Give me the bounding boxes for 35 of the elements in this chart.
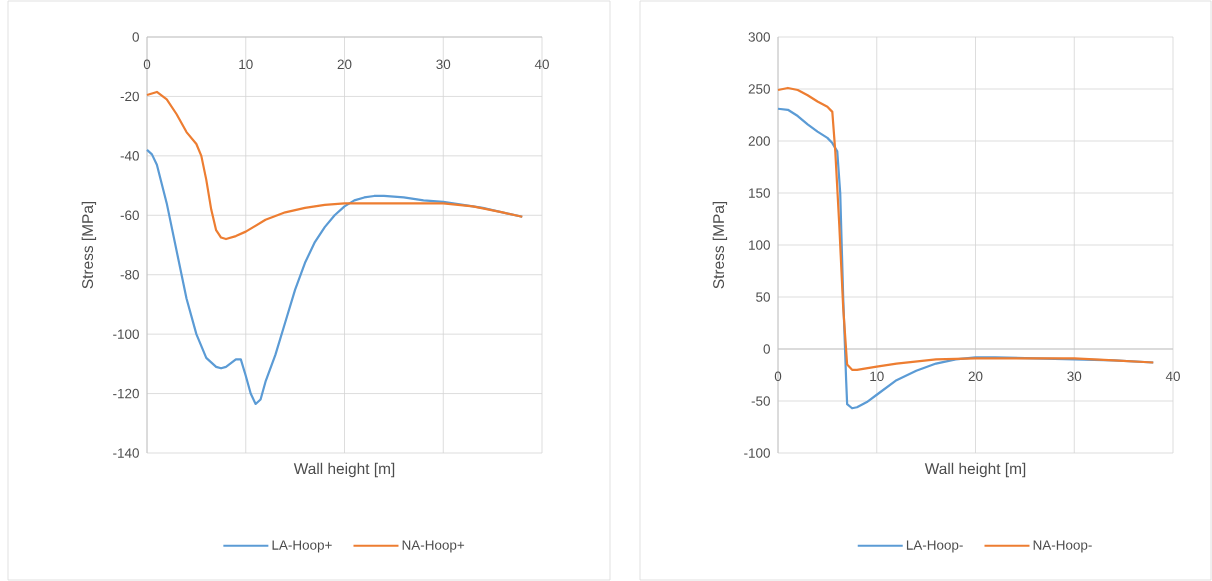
legend-label: LA-Hoop+ xyxy=(272,540,332,553)
x-axis-title: Wall height [m] xyxy=(924,462,1026,478)
x-tick-label: 20 xyxy=(968,371,983,382)
x-tick-label: 20 xyxy=(337,59,352,70)
legend-label: LA-Hoop- xyxy=(906,540,963,553)
y-tick-label: -50 xyxy=(751,396,770,406)
y-tick-label: 200 xyxy=(748,136,770,146)
x-axis-title: Wall height [m] xyxy=(293,462,395,478)
x-tick-label: 40 xyxy=(1165,371,1180,382)
x-tick-label: 10 xyxy=(870,371,884,382)
y-tick-label: 150 xyxy=(749,188,770,198)
legend-label: NA-Hoop+ xyxy=(402,540,465,553)
x-tick-label: 30 xyxy=(1067,371,1082,382)
x-tick-label: 40 xyxy=(534,59,549,70)
y-tick-label: 100 xyxy=(749,240,770,250)
y-tick-label: 300 xyxy=(748,32,770,42)
x-tick-label: 30 xyxy=(436,59,451,70)
y-tick-label: 0 xyxy=(763,344,770,354)
y-tick-label: -100 xyxy=(744,448,770,458)
y-tick-label: -140 xyxy=(113,448,139,458)
y-axis-title: Stress [MPa] xyxy=(712,201,728,289)
y-tick-label: -80 xyxy=(120,269,139,280)
x-tick-label: 10 xyxy=(239,59,253,70)
y-axis-title: Stress [MPa] xyxy=(81,201,97,289)
y-tick-label: 250 xyxy=(748,84,770,94)
y-tick-label: 0 xyxy=(132,32,139,42)
x-tick-label: 0 xyxy=(774,371,782,382)
x-tick-label: 0 xyxy=(143,59,151,70)
y-tick-label: -60 xyxy=(120,210,139,221)
y-tick-label: -40 xyxy=(120,151,139,161)
legend-label: NA-Hoop- xyxy=(1033,540,1092,553)
y-tick-label: 50 xyxy=(756,292,770,302)
y-tick-label: -20 xyxy=(120,91,139,102)
y-tick-label: -120 xyxy=(113,388,139,399)
y-tick-label: -100 xyxy=(113,329,139,339)
